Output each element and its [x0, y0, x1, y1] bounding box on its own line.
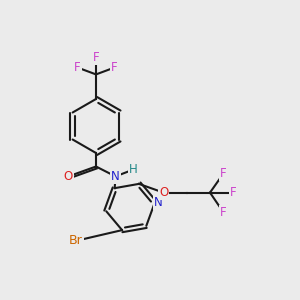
Text: O: O [159, 186, 168, 199]
Text: F: F [74, 61, 81, 74]
Text: F: F [111, 61, 118, 74]
Text: F: F [93, 51, 99, 64]
Text: H: H [129, 163, 138, 176]
Text: O: O [64, 170, 73, 183]
Text: F: F [220, 206, 227, 219]
Text: F: F [220, 167, 227, 180]
Text: F: F [230, 186, 236, 199]
Text: N: N [154, 196, 163, 209]
Text: N: N [111, 170, 120, 183]
Text: Br: Br [69, 233, 83, 247]
